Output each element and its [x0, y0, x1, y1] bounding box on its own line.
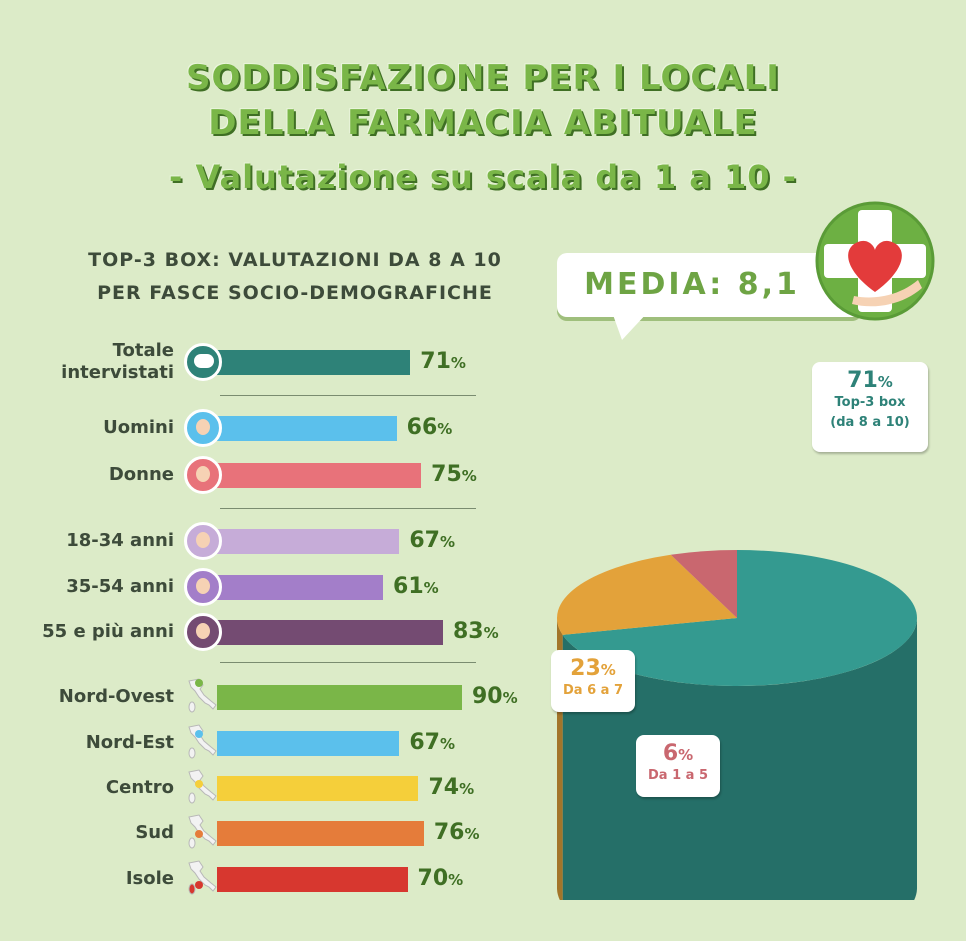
title-line-1: SODDISFAZIONE PER I LOCALI — [186, 58, 780, 98]
bar — [217, 731, 400, 756]
category-label: Totale intervistati — [61, 340, 174, 383]
callout-top3: 71% Top-3 box (da 8 a 10) — [812, 362, 928, 452]
bar — [217, 350, 411, 375]
slice-label: Top-3 box — [834, 395, 906, 410]
slice-sublabel: (da 8 a 10) — [830, 415, 910, 430]
callout-1-5: 6% Da 1 a 5 — [636, 735, 720, 797]
title-line-2: DELLA FARMACIA ABITUALE — [208, 103, 758, 143]
bar-value-label: 61% — [393, 574, 439, 599]
woman-avatar-icon — [184, 456, 222, 494]
bar-chart-subtitle-line-2: PER FASCE SOCIO-DEMOGRAFICHE — [97, 282, 493, 304]
avatar-face — [196, 419, 210, 435]
category-label: Sud — [135, 822, 174, 843]
pie-slice-side — [562, 618, 917, 900]
avatar-face — [196, 532, 210, 548]
bar — [217, 463, 422, 488]
bar-value-label: 90% — [472, 684, 518, 709]
category-label: Uomini — [103, 417, 174, 438]
slice-label-value: 23% — [570, 656, 616, 681]
bar-value-label: 71% — [420, 349, 466, 374]
bar-value-label: 67% — [409, 528, 456, 553]
italy-map-icon — [188, 814, 217, 849]
italy-map-icon — [188, 724, 217, 759]
chat-bubble-icon — [184, 343, 222, 381]
avatar-face — [196, 466, 210, 482]
group-separator — [220, 395, 476, 396]
bar-value-label: 66% — [406, 415, 453, 440]
average-score-label: MEDIA: 8,1 — [584, 267, 800, 302]
category-label: Donne — [108, 464, 174, 485]
pie-chart — [557, 550, 917, 900]
italy-map-icon — [188, 860, 217, 895]
young-avatar-icon — [184, 522, 222, 560]
senior-avatar-icon — [184, 613, 222, 651]
avatar-face — [194, 354, 214, 368]
subtitle: - Valutazione su scala da 1 a 10 - — [169, 158, 797, 196]
group-separator — [220, 662, 476, 663]
category-label: Nord-Ovest — [58, 686, 174, 707]
category-label: 18-34 anni — [66, 530, 174, 551]
speech-tail — [612, 312, 648, 340]
pie-slice — [670, 550, 737, 618]
italy-map-icon — [188, 678, 217, 713]
category-label: Nord-Est — [85, 732, 174, 753]
man-avatar-icon — [184, 409, 222, 447]
slice-label: Da 6 a 7 — [562, 683, 623, 698]
pie-slice — [557, 554, 737, 635]
italy-map-icon — [188, 769, 217, 804]
bar — [217, 529, 400, 554]
bar-value-label: 83% — [452, 619, 499, 644]
bar-value-label: 70% — [417, 866, 464, 891]
slice-label-value: 6% — [662, 741, 694, 766]
category-label: Isole — [125, 868, 174, 889]
bar-chart-subtitle-line-1: TOP-3 BOX: VALUTAZIONI DA 8 A 10 — [88, 249, 502, 271]
category-label: 35-54 anni — [66, 576, 174, 597]
pharmacy-heart-icon — [815, 201, 935, 321]
average-score-box: MEDIA: 8,1 — [557, 253, 862, 317]
category-label: Centro — [105, 777, 174, 798]
bar-value-label: 67% — [409, 730, 456, 755]
category-label: 55 e più anni — [42, 621, 174, 642]
bar — [217, 416, 397, 441]
bar-value-label: 75% — [431, 462, 477, 487]
bar — [217, 620, 443, 645]
group-separator — [220, 508, 476, 509]
adult-avatar-icon — [184, 568, 222, 606]
bar — [217, 685, 462, 710]
slice-label-value: 71% — [847, 368, 893, 393]
bar-value-label: 76% — [433, 820, 480, 845]
avatar-face — [196, 578, 210, 594]
pie-slice — [562, 550, 917, 686]
avatar-face — [196, 623, 210, 639]
bar — [217, 776, 419, 801]
bar — [217, 821, 424, 846]
bar-value-label: 74% — [428, 775, 475, 800]
callout-6-7: 23% Da 6 a 7 — [551, 650, 635, 712]
slice-label: Da 1 a 5 — [647, 768, 708, 783]
bar — [217, 575, 384, 600]
bar — [217, 867, 408, 892]
